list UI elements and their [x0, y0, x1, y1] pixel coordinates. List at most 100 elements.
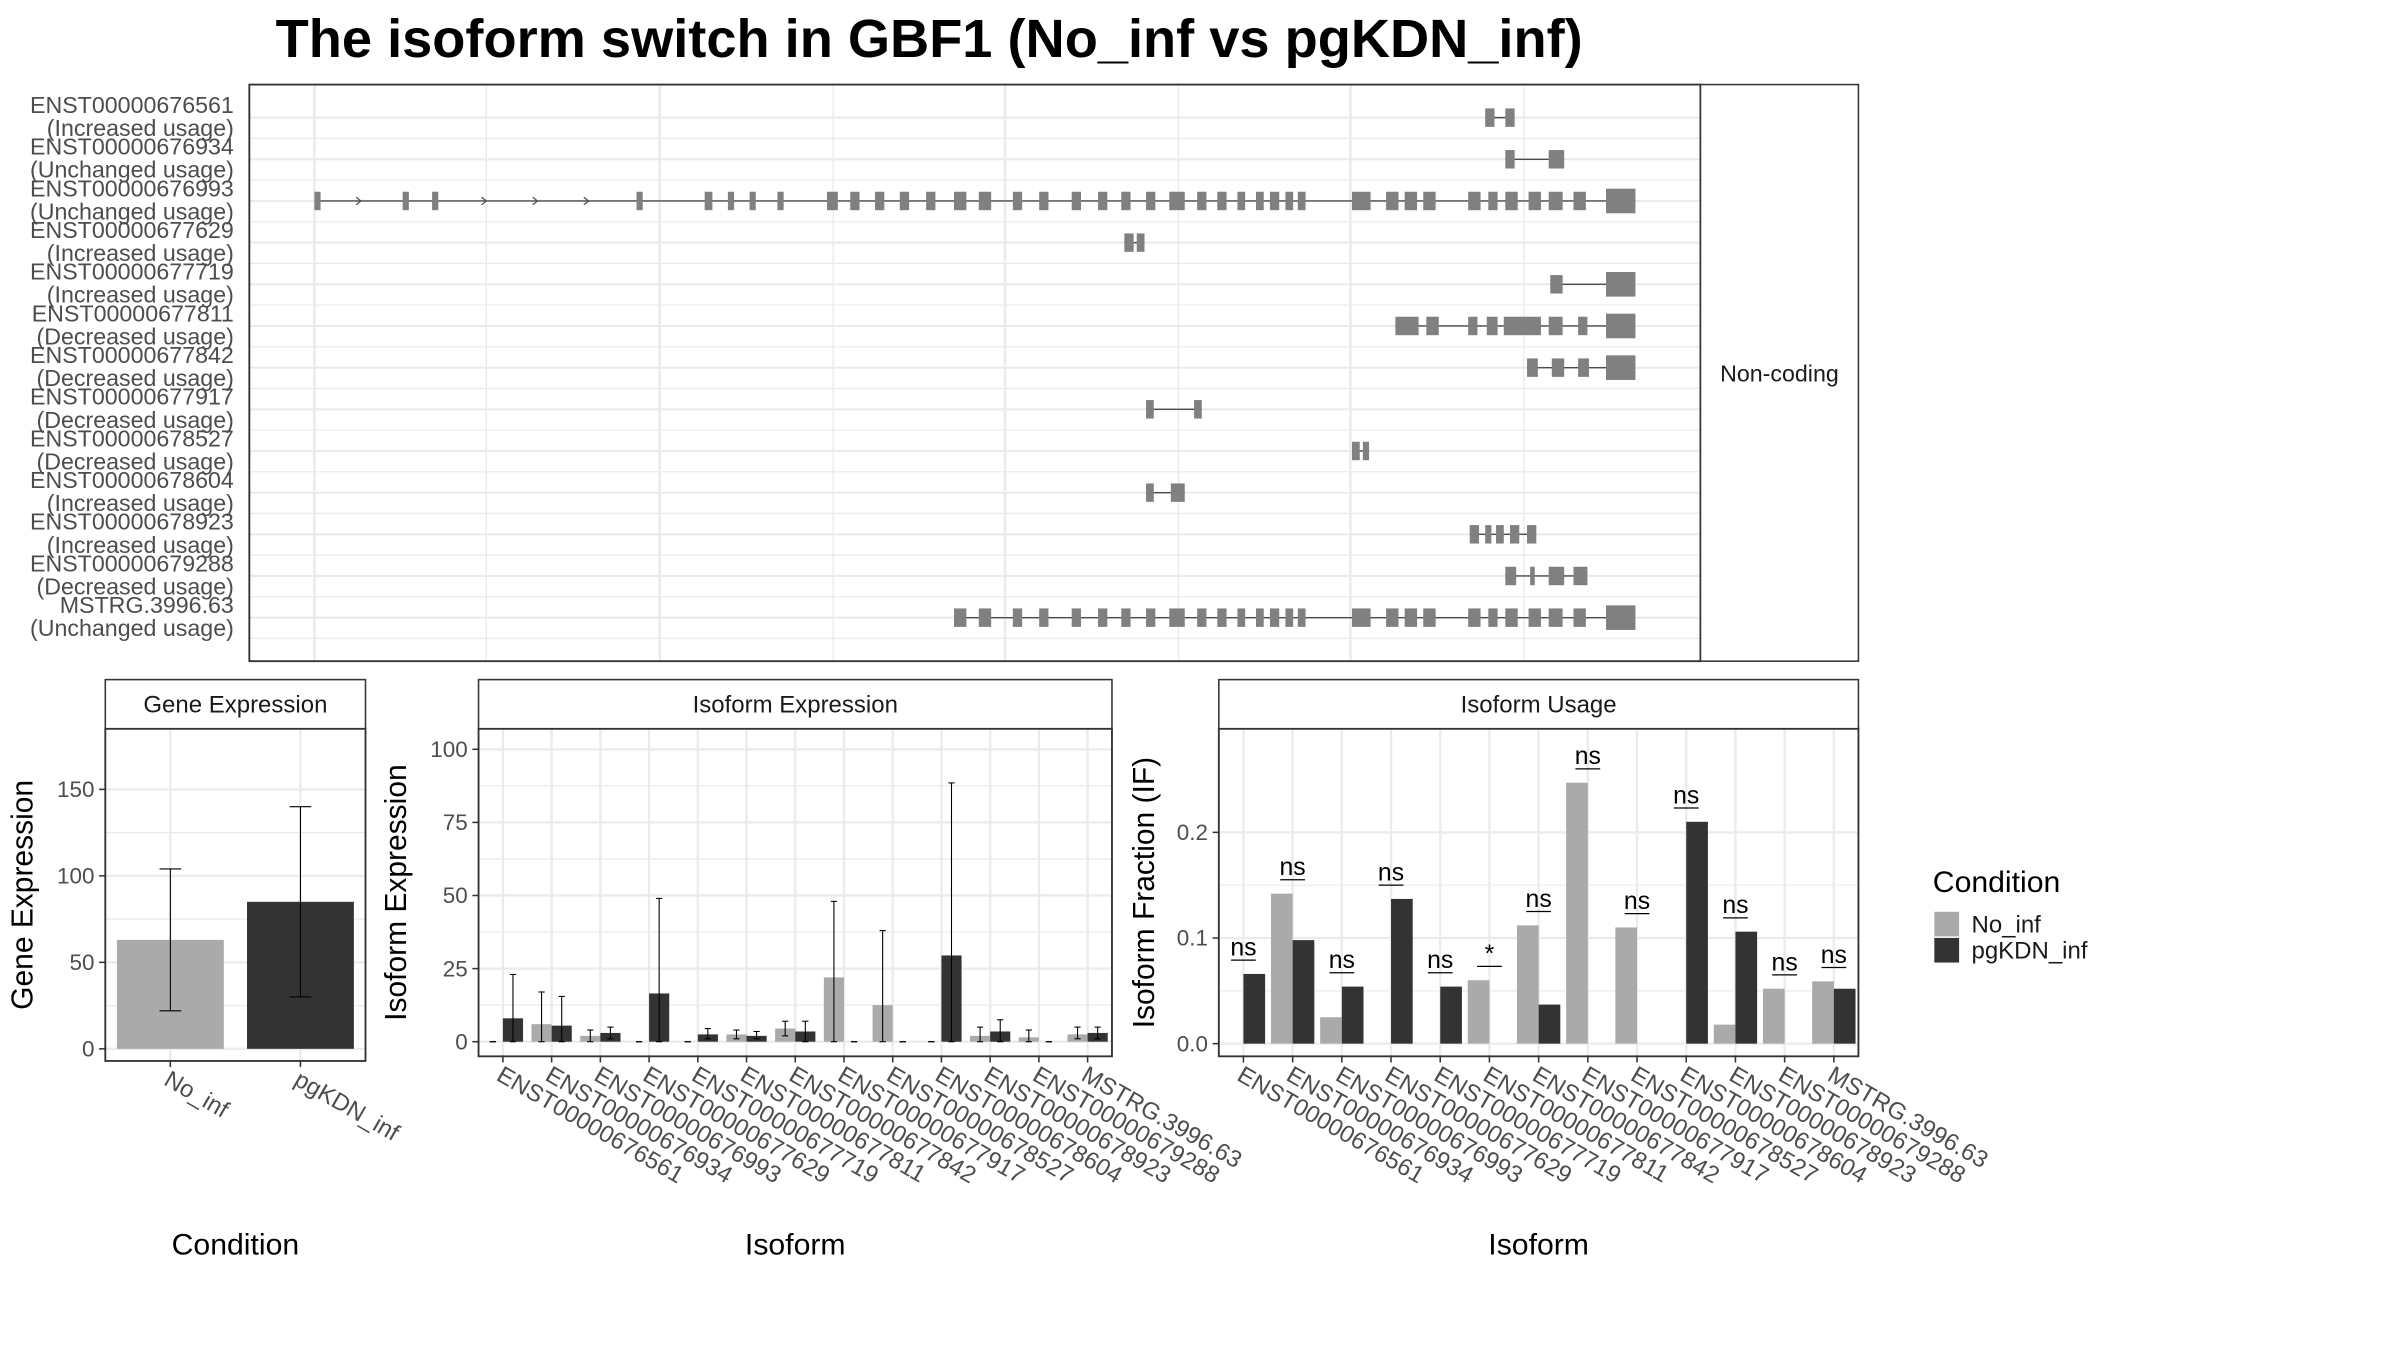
exon-block — [1505, 191, 1518, 211]
y-tick-label: 25 — [443, 956, 468, 981]
exon-block — [1098, 191, 1108, 211]
exon-block — [1488, 191, 1498, 211]
exon-block — [1237, 608, 1246, 627]
exon-block — [1362, 441, 1370, 461]
exon-block — [1170, 483, 1185, 502]
exon-block — [1578, 358, 1589, 377]
isoform-expression-ylabel: Isoform Expression — [380, 764, 413, 1021]
x-tick-label: pgKDN_inf — [290, 1066, 404, 1147]
transcript-ENST00000678527 — [1352, 441, 1370, 461]
exon-block — [1297, 608, 1306, 627]
bar-ENST00000676561-pgKDN_inf — [1243, 973, 1266, 1044]
exon-block — [978, 608, 992, 627]
bar-MSTRG.3996.63-No_inf — [1812, 981, 1834, 1044]
bar-ENST00000676934-No_inf — [1270, 893, 1293, 1044]
isoform-label: ENST00000676934 — [30, 134, 234, 160]
exon-block — [1197, 191, 1207, 211]
bar-ENST00000676993-pgKDN_inf — [1341, 986, 1364, 1044]
isoform-expression-border — [477, 727, 1113, 1058]
y-tick-label: 75 — [443, 810, 468, 835]
exon-block — [1297, 191, 1306, 211]
isoform-usage-label: (Decreased usage) — [36, 323, 233, 349]
exon-block — [875, 191, 885, 211]
bar-ENST00000678604-pgKDN_inf — [1686, 821, 1708, 1044]
exon-block — [1169, 608, 1185, 627]
exon-block — [1121, 608, 1131, 627]
significance-label: ns — [1427, 947, 1453, 974]
exon-block — [1548, 316, 1563, 336]
isoform-usage-label: (Increased usage) — [47, 115, 234, 141]
exon-block — [1146, 400, 1154, 419]
isoform-usage-label: (Decreased usage) — [36, 365, 233, 391]
y-tick-label: 0 — [455, 1029, 467, 1054]
exon-block — [1468, 316, 1478, 336]
isoform-label: ENST00000677811 — [32, 300, 234, 326]
transcript-ENST00000676934 — [1505, 150, 1565, 169]
isoform-usage-label: (Increased usage) — [47, 490, 234, 516]
transcript-ENST00000677917 — [1146, 400, 1202, 419]
exon-block — [1548, 608, 1563, 627]
isoform-expression: Isoform Expression0255075100ENST00000676… — [380, 678, 1246, 1262]
bar-ENST00000677842-pgKDN_inf — [1538, 1004, 1561, 1044]
isoform-expression-title: Isoform Expression — [693, 692, 898, 719]
isoform-label: ENST00000678527 — [30, 425, 234, 451]
exon-block — [1606, 272, 1636, 297]
exon-block — [1468, 191, 1481, 211]
exon-block — [1573, 191, 1586, 211]
isoform-usage-border — [1217, 727, 1860, 1058]
exon-block — [1071, 191, 1081, 211]
legend-swatch-No_inf — [1934, 911, 1960, 937]
y-tick-label: 0 — [82, 1037, 94, 1062]
bar-ENST00000676934-pgKDN_inf — [1292, 940, 1315, 1044]
bar-ENST00000677811-No_inf — [1467, 980, 1490, 1044]
structure-strip — [1699, 83, 1860, 662]
exon-block — [1469, 525, 1480, 544]
exon-block — [1012, 608, 1023, 627]
exon-block — [899, 191, 910, 211]
significance-label: ns — [1329, 947, 1355, 974]
isoform-usage-label: (Unchanged usage) — [30, 615, 234, 641]
structure-plot-bg — [249, 84, 1701, 662]
isoform-label: ENST00000677719 — [30, 259, 234, 285]
y-tick-label: 50 — [443, 883, 468, 908]
y-tick-label: 0.0 — [1177, 1031, 1208, 1056]
isoform-usage-strip — [1218, 678, 1860, 730]
exon-block — [1486, 316, 1498, 336]
exon-block — [978, 191, 992, 211]
legend-swatch-pgKDN_inf — [1934, 937, 1960, 963]
exon-block — [1071, 608, 1081, 627]
exon-block — [1404, 191, 1418, 211]
transcript-ENST00000676561 — [1485, 108, 1515, 127]
exon-block — [926, 191, 936, 211]
exon-block — [1197, 608, 1207, 627]
isoform-usage-label: (Increased usage) — [47, 532, 234, 558]
exon-block — [1352, 191, 1371, 211]
exon-block — [953, 191, 967, 211]
exon-block — [1039, 608, 1049, 627]
significance-label: ns — [1624, 888, 1650, 915]
exon-block — [1098, 608, 1108, 627]
isoform-usage-label: (Decreased usage) — [36, 407, 233, 433]
exon-block — [749, 191, 756, 211]
exon-block — [1352, 608, 1371, 627]
isoform-usage-label: (Increased usage) — [47, 282, 234, 308]
exon-block — [1194, 400, 1202, 419]
bar-ENST00000677842-No_inf — [1516, 925, 1539, 1044]
gene-expression-strip — [104, 678, 367, 730]
transcript-ENST00000678923 — [1469, 525, 1537, 544]
strand-arrow — [583, 196, 590, 206]
significance-label: * — [1485, 941, 1495, 968]
legend-title: Condition — [1933, 866, 2061, 899]
y-tick-label: 100 — [57, 864, 94, 889]
strand-arrow — [481, 196, 488, 206]
significance-label: ns — [1772, 949, 1798, 976]
transcript-ENST00000676993 — [314, 188, 1636, 214]
significance-label: ns — [1526, 886, 1552, 913]
exon-block — [1352, 441, 1360, 461]
exon-block — [1255, 608, 1264, 627]
transcript-ENST00000677811 — [1395, 313, 1636, 339]
strand-arrow — [355, 196, 362, 206]
bar-ENST00000678923-pgKDN_inf — [1735, 931, 1758, 1044]
